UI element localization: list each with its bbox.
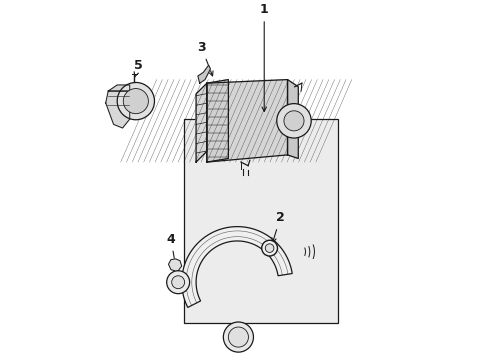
Polygon shape xyxy=(206,80,228,162)
Polygon shape xyxy=(182,227,292,307)
Polygon shape xyxy=(105,91,129,128)
Polygon shape xyxy=(108,85,129,91)
Text: 5: 5 xyxy=(134,59,143,77)
Circle shape xyxy=(228,327,248,347)
Circle shape xyxy=(284,111,304,131)
Text: 2: 2 xyxy=(271,211,284,243)
Polygon shape xyxy=(287,80,298,158)
Circle shape xyxy=(276,104,310,138)
Circle shape xyxy=(117,82,154,120)
Text: 1: 1 xyxy=(259,3,268,112)
Text: 4: 4 xyxy=(166,233,177,266)
Text: 3: 3 xyxy=(197,41,213,76)
Polygon shape xyxy=(196,83,206,162)
Bar xyxy=(183,119,337,323)
Circle shape xyxy=(123,89,148,114)
Circle shape xyxy=(261,240,277,256)
Polygon shape xyxy=(168,259,182,271)
Circle shape xyxy=(166,271,189,294)
Circle shape xyxy=(265,244,273,252)
Circle shape xyxy=(171,276,184,289)
Circle shape xyxy=(223,322,253,352)
Polygon shape xyxy=(206,80,287,162)
Polygon shape xyxy=(198,65,210,83)
